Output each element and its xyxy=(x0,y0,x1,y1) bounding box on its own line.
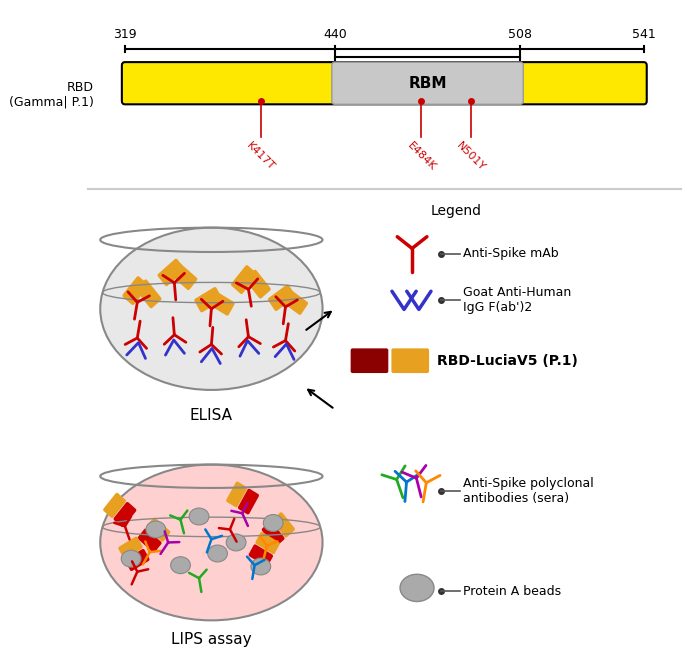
Text: 541: 541 xyxy=(632,29,655,41)
FancyBboxPatch shape xyxy=(244,270,271,298)
FancyBboxPatch shape xyxy=(146,518,170,542)
FancyBboxPatch shape xyxy=(226,481,247,507)
Text: K417T: K417T xyxy=(245,140,276,172)
Ellipse shape xyxy=(146,521,166,538)
FancyBboxPatch shape xyxy=(268,284,296,311)
Ellipse shape xyxy=(208,545,228,562)
Ellipse shape xyxy=(121,550,141,567)
FancyBboxPatch shape xyxy=(391,348,429,373)
Ellipse shape xyxy=(189,508,209,525)
FancyBboxPatch shape xyxy=(138,528,162,552)
FancyBboxPatch shape xyxy=(135,279,162,308)
FancyBboxPatch shape xyxy=(158,259,185,286)
FancyBboxPatch shape xyxy=(231,265,258,294)
Ellipse shape xyxy=(251,558,271,575)
FancyBboxPatch shape xyxy=(113,502,136,527)
FancyBboxPatch shape xyxy=(122,62,647,104)
FancyBboxPatch shape xyxy=(206,290,235,316)
Text: N501Y: N501Y xyxy=(454,140,487,172)
Text: E484K: E484K xyxy=(405,140,438,172)
FancyBboxPatch shape xyxy=(272,512,295,538)
Text: RBM: RBM xyxy=(408,76,447,91)
Text: 508: 508 xyxy=(508,29,532,41)
FancyBboxPatch shape xyxy=(256,532,280,554)
Text: LIPS assay: LIPS assay xyxy=(171,633,252,647)
Ellipse shape xyxy=(171,557,190,573)
Text: 319: 319 xyxy=(113,29,136,41)
FancyBboxPatch shape xyxy=(332,62,523,104)
FancyBboxPatch shape xyxy=(194,287,223,312)
Text: RBD
(Gamma| P.1): RBD (Gamma| P.1) xyxy=(9,81,94,109)
FancyBboxPatch shape xyxy=(351,348,388,373)
FancyBboxPatch shape xyxy=(280,288,308,315)
Ellipse shape xyxy=(263,514,283,532)
FancyBboxPatch shape xyxy=(248,544,273,567)
Text: RBD-LuciaV5 (P.1): RBD-LuciaV5 (P.1) xyxy=(437,353,578,368)
FancyBboxPatch shape xyxy=(238,489,259,514)
Text: ELISA: ELISA xyxy=(190,408,233,424)
FancyBboxPatch shape xyxy=(118,536,143,559)
Ellipse shape xyxy=(400,574,434,601)
Text: Protein A beads: Protein A beads xyxy=(463,585,561,597)
FancyBboxPatch shape xyxy=(125,549,150,571)
Text: Goat Anti-Human
IgG F(ab')2: Goat Anti-Human IgG F(ab')2 xyxy=(463,286,572,314)
Text: Anti-Spike polyclonal
antibodies (sera): Anti-Spike polyclonal antibodies (sera) xyxy=(463,477,594,505)
Ellipse shape xyxy=(100,465,323,621)
FancyBboxPatch shape xyxy=(262,521,285,547)
Text: Legend: Legend xyxy=(430,204,482,218)
Ellipse shape xyxy=(100,227,323,390)
Ellipse shape xyxy=(226,534,246,551)
Text: Anti-Spike mAb: Anti-Spike mAb xyxy=(463,247,559,260)
FancyBboxPatch shape xyxy=(122,276,148,305)
FancyBboxPatch shape xyxy=(170,263,197,290)
Text: 440: 440 xyxy=(323,29,346,41)
FancyBboxPatch shape xyxy=(103,493,126,518)
